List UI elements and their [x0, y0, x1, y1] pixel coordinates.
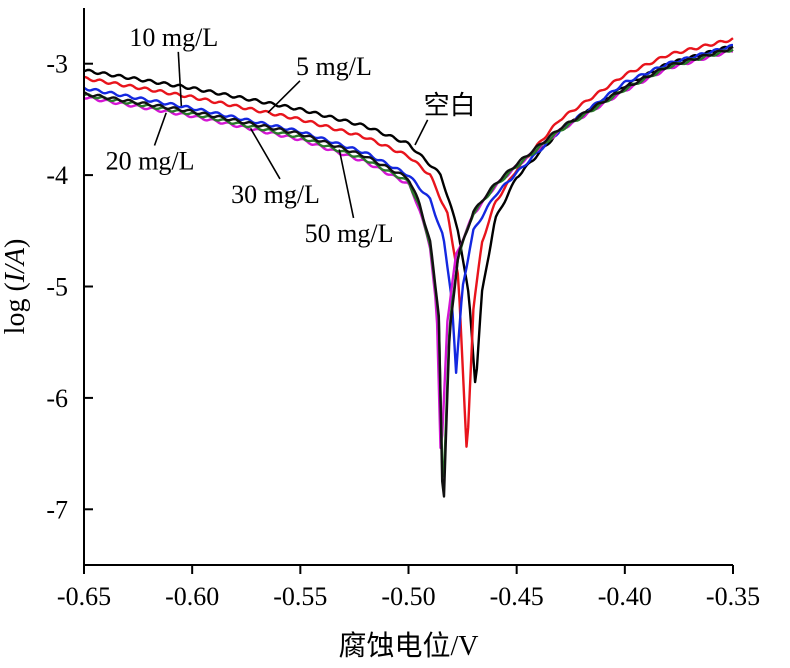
series-label: 50 mg/L: [305, 219, 394, 248]
y-axis-title-suffix: ): [0, 239, 31, 248]
annotation-leader-layer: [153, 51, 429, 219]
series-line: [83, 43, 733, 374]
x-tick-label: -0.60: [165, 582, 219, 611]
series-label: 10 mg/L: [129, 23, 218, 52]
y-axis-title: log (I/A): [0, 239, 31, 335]
x-tick-label: -0.40: [598, 582, 652, 611]
x-tick-label: -0.55: [273, 582, 327, 611]
series-label: 空白: [424, 91, 476, 120]
series-line: [83, 45, 734, 498]
series-label-leader: [414, 119, 429, 146]
series-label: 20 mg/L: [106, 147, 195, 176]
tick-layer: -0.65 -0.60 -0.55 -0.50 -0.45 -0.40 -0.35 -3 -4 -…: [46, 50, 760, 611]
y-axis-title-prefix: log (: [0, 282, 31, 334]
series-layer: [83, 37, 734, 498]
annotation-label-layer: 10 mg/L 5 mg/L 空白 20 mg/L 30 mg/L 50 mg/L: [106, 23, 476, 248]
y-tick-label: -3: [46, 50, 68, 79]
x-tick-label: -0.45: [490, 582, 544, 611]
x-tick-label: -0.35: [706, 582, 760, 611]
series-label: 5 mg/L: [296, 52, 372, 81]
y-tick-label: -4: [46, 161, 68, 190]
series-line: [83, 37, 734, 448]
y-tick-label: -7: [46, 495, 68, 524]
series-label-leader: [177, 51, 183, 107]
series-label: 30 mg/L: [231, 180, 320, 209]
series-label-leader: [249, 127, 281, 180]
series-label-leader: [153, 112, 167, 146]
x-tick-label: -0.65: [57, 582, 111, 611]
y-axis-title-italic: I/A: [0, 247, 31, 283]
x-tick-label: -0.50: [381, 582, 435, 611]
y-tick-label: -6: [46, 384, 68, 413]
y-tick-label: -5: [46, 273, 68, 302]
x-axis-title: 腐蚀电位/V: [338, 630, 478, 662]
series-label-leader: [338, 149, 355, 219]
series-label-leader: [267, 80, 301, 114]
